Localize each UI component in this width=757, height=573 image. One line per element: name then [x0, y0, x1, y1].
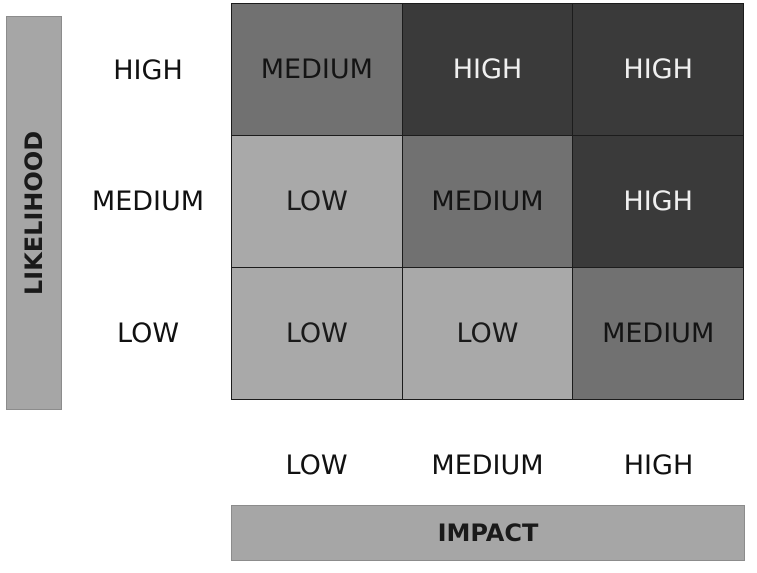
matrix-cell-high-likelihood-medium-impact: HIGH [402, 4, 573, 135]
matrix-cell-high-likelihood-high-impact: HIGH [573, 4, 743, 135]
likelihood-axis-title: LIKELIHOOD [20, 130, 48, 296]
likelihood-axis-bar: LIKELIHOOD [6, 16, 62, 410]
impact-axis-bar: IMPACT [231, 505, 745, 561]
row-label-medium: MEDIUM [91, 186, 205, 217]
row-label-high: HIGH [113, 55, 183, 86]
matrix-cell-low-likelihood-low-impact: LOW [232, 268, 402, 399]
matrix-cell-medium-likelihood-high-impact: HIGH [573, 136, 743, 267]
impact-axis-title: IMPACT [437, 519, 539, 547]
risk-matrix-grid: MEDIUM HIGH HIGH LOW MEDIUM HIGH LOW LOW… [231, 3, 744, 400]
matrix-cell-low-likelihood-medium-impact: LOW [402, 268, 573, 399]
matrix-cell-medium-likelihood-low-impact: LOW [232, 136, 402, 267]
col-label-high: HIGH [623, 450, 694, 481]
matrix-cell-medium-likelihood-medium-impact: MEDIUM [402, 136, 573, 267]
row-label-low: LOW [116, 318, 180, 349]
col-label-low: LOW [285, 450, 348, 481]
matrix-cell-low-likelihood-high-impact: MEDIUM [573, 268, 743, 399]
matrix-cell-high-likelihood-low-impact: MEDIUM [232, 4, 402, 135]
col-label-medium: MEDIUM [431, 450, 544, 481]
